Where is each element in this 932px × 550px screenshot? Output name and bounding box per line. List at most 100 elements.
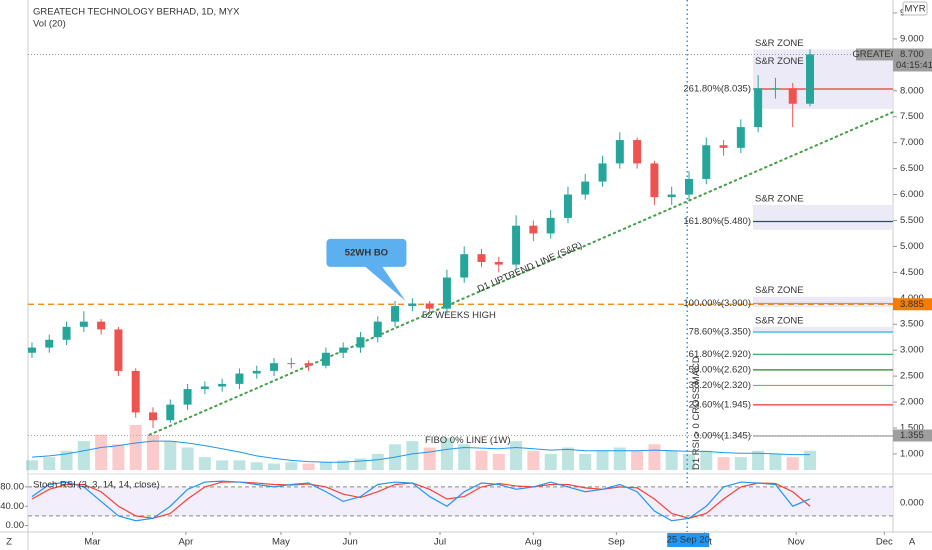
zoom-button[interactable]: Z xyxy=(6,537,12,548)
volume-bar xyxy=(95,434,108,470)
candle-body xyxy=(235,373,244,384)
volume-bar xyxy=(492,453,505,470)
x-tick-label: Apr xyxy=(178,537,193,548)
candle-body xyxy=(373,321,382,338)
auto-button[interactable]: A xyxy=(909,537,916,548)
volume-bar xyxy=(475,450,488,470)
candle-body xyxy=(270,363,279,371)
volume-bar xyxy=(665,450,678,470)
volume-bar xyxy=(77,441,90,470)
stoch-k xyxy=(31,480,811,522)
stoch-tick-label: 80.00 xyxy=(0,481,24,492)
candle-body xyxy=(97,321,106,330)
volume-bar xyxy=(544,453,557,470)
volume-bar xyxy=(337,460,350,470)
volume-bar xyxy=(302,463,315,470)
volume-ma xyxy=(31,440,811,463)
stoch-right-label: 0.000 xyxy=(900,498,924,509)
candle-body xyxy=(702,145,711,179)
candle-body xyxy=(460,254,469,278)
volume-bar xyxy=(734,457,747,470)
volume-bar xyxy=(752,450,765,470)
y-tick-label: 4.500 xyxy=(900,267,924,278)
fibo-zero-tag xyxy=(893,429,932,442)
x-tick-label: Nov xyxy=(788,537,805,548)
candle-body xyxy=(667,194,676,198)
x-tick-label: Jul xyxy=(434,537,446,548)
x-tick-label: Sep xyxy=(608,537,625,548)
stoch-tick-label: 40.00 xyxy=(0,501,24,512)
y-tick-label: 1.500 xyxy=(900,422,924,433)
sr-zone-label: S&R ZONE xyxy=(755,38,804,49)
currency: MYR xyxy=(904,4,925,15)
volume-bar xyxy=(129,425,142,470)
candle-body xyxy=(494,261,503,265)
fib-label: 38.20%(2.320) xyxy=(689,380,751,391)
volume-bar xyxy=(319,462,332,470)
y-tick-label: 2.500 xyxy=(900,371,924,382)
candle-body xyxy=(754,88,763,128)
volume-bar xyxy=(112,444,125,470)
volume-bar xyxy=(804,450,817,470)
candle-body xyxy=(806,54,815,104)
stoch-band xyxy=(28,486,893,516)
event-text: D1 RSI > 0 CROSS MACD xyxy=(691,356,702,470)
candle-body xyxy=(512,225,521,265)
candle-body xyxy=(304,363,313,366)
volume-bar xyxy=(233,460,246,470)
candle-body xyxy=(321,352,330,366)
fib-label: 78.60%(3.350) xyxy=(689,327,751,338)
x-tick-label: May xyxy=(272,537,290,548)
stoch-title: Stoch RSI (3, 3, 14, 14, close) xyxy=(33,480,160,491)
volume-bar xyxy=(371,453,384,470)
chart-title: GREATECH TECHNOLOGY BERHAD, 1D, MYX xyxy=(33,7,240,18)
candle-body xyxy=(131,370,140,413)
y-tick-label: 6.000 xyxy=(900,189,924,200)
y-tick-label: 6.500 xyxy=(900,163,924,174)
candle-body xyxy=(114,329,123,371)
fibo-zero-text: FIBO 0% LINE (1W) xyxy=(425,435,511,446)
price-tag-text: 8.700 xyxy=(900,49,924,60)
fib-label: 161.80%(5.480) xyxy=(683,216,751,227)
high-52w-tag-text: 3.885 xyxy=(900,299,924,310)
candle-body xyxy=(425,303,434,309)
y-tick-label: 5.000 xyxy=(900,241,924,252)
volume-bar xyxy=(406,441,419,470)
fib-label: 0.00%(1.345) xyxy=(694,431,751,442)
candle-body xyxy=(149,412,158,421)
volume-bar xyxy=(60,450,73,470)
date-tag xyxy=(667,533,710,547)
volume-bar xyxy=(561,447,574,470)
candle-body xyxy=(736,127,745,148)
volume-bar xyxy=(631,450,644,470)
fib-label: 61.80%(2.920) xyxy=(689,349,751,360)
volume-bar xyxy=(510,441,523,470)
y-tick-label: 1.000 xyxy=(900,448,924,459)
candle-body xyxy=(45,339,54,348)
x-tick-label: Dec xyxy=(876,537,893,548)
volume-bar xyxy=(216,460,229,470)
candle-body xyxy=(356,337,365,348)
volume-bar xyxy=(354,458,367,470)
candle-body xyxy=(287,363,296,365)
currency-box[interactable] xyxy=(902,1,928,16)
sr-zone-label: S&R ZONE xyxy=(755,56,804,67)
candle-body xyxy=(339,347,348,353)
volume-bar xyxy=(596,450,609,470)
candle-body xyxy=(650,163,659,198)
candle-body xyxy=(442,277,451,309)
candle-body xyxy=(633,140,642,164)
callout-bubble xyxy=(326,238,407,301)
countdown-text: 04:15:41 xyxy=(896,60,932,71)
stoch-tick-label: 0.00 xyxy=(6,520,25,531)
stoch-d xyxy=(31,481,811,519)
volume-bar xyxy=(285,462,298,470)
sr-zone-label: S&R ZONE xyxy=(755,193,804,204)
y-tick-label: 8.000 xyxy=(900,85,924,96)
volume-bar xyxy=(700,450,713,470)
candle-body xyxy=(183,389,192,405)
volume-bar xyxy=(268,463,281,470)
fib-label: 261.80%(8.035) xyxy=(683,83,751,94)
y-tick-label: 3.000 xyxy=(900,345,924,356)
candle-body xyxy=(546,217,555,234)
